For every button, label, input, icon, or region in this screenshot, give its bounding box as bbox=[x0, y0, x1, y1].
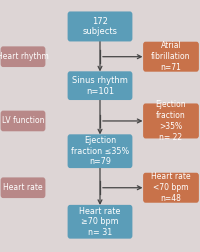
Text: Heart rate
≥70 bpm
n= 31: Heart rate ≥70 bpm n= 31 bbox=[79, 206, 121, 237]
FancyBboxPatch shape bbox=[143, 173, 199, 203]
Text: Sinus rhythm
n=101: Sinus rhythm n=101 bbox=[72, 76, 128, 96]
Text: Heart rate
<70 bpm
n=48: Heart rate <70 bpm n=48 bbox=[151, 172, 191, 203]
Text: Heart rate: Heart rate bbox=[3, 183, 43, 192]
FancyBboxPatch shape bbox=[143, 42, 199, 72]
FancyBboxPatch shape bbox=[143, 103, 199, 139]
Text: LV function: LV function bbox=[2, 116, 44, 125]
FancyBboxPatch shape bbox=[1, 111, 45, 131]
FancyBboxPatch shape bbox=[68, 71, 132, 100]
FancyBboxPatch shape bbox=[68, 134, 132, 168]
FancyBboxPatch shape bbox=[1, 46, 45, 67]
Text: Ejection
fraction ≤35%
n=79: Ejection fraction ≤35% n=79 bbox=[71, 136, 129, 167]
Text: 172
subjects: 172 subjects bbox=[83, 17, 118, 36]
Text: Atrial
fibrillation
n=71: Atrial fibrillation n=71 bbox=[151, 41, 191, 72]
Text: Ejection
fraction
>35%
n= 22: Ejection fraction >35% n= 22 bbox=[156, 100, 186, 142]
FancyBboxPatch shape bbox=[1, 177, 45, 198]
FancyBboxPatch shape bbox=[68, 205, 132, 239]
Text: Heart rhythm: Heart rhythm bbox=[0, 52, 49, 61]
FancyBboxPatch shape bbox=[68, 12, 132, 42]
